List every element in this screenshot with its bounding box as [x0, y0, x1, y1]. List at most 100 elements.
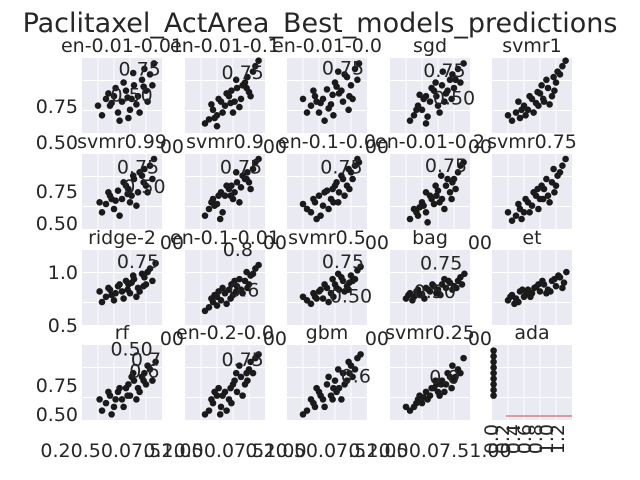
data-point	[237, 373, 245, 381]
y-tick-label: 1.0	[48, 262, 78, 284]
panel-15: et	[492, 227, 572, 325]
data-point	[231, 377, 238, 384]
data-point	[439, 68, 447, 75]
data-point	[518, 215, 525, 223]
data-point	[110, 92, 118, 100]
data-point	[325, 298, 332, 306]
data-point	[136, 388, 143, 396]
data-point	[303, 205, 311, 213]
data-point	[232, 369, 240, 377]
x-tick-label-partial: 00	[160, 136, 184, 158]
data-point	[255, 57, 262, 65]
x-tick-label-partial: 00	[365, 136, 389, 158]
data-point	[453, 284, 460, 292]
data-point	[249, 68, 257, 75]
data-point	[562, 57, 569, 65]
data-point	[424, 113, 431, 120]
data-point	[457, 79, 464, 86]
data-point	[247, 92, 254, 100]
data-point	[124, 190, 131, 198]
data-point	[96, 396, 103, 403]
data-point	[227, 192, 234, 199]
data-point	[128, 279, 135, 286]
data-point	[237, 95, 245, 103]
inset-tick-label: 0.75	[320, 157, 362, 179]
data-point	[522, 195, 529, 203]
data-point	[208, 101, 215, 108]
panel-title: svmr0.75	[487, 131, 577, 153]
panel-19: 0.0 svmr0.25 0.20.50.07.51.00	[348, 322, 511, 462]
data-point	[140, 282, 147, 290]
data-point	[219, 284, 226, 292]
data-point	[233, 84, 241, 92]
panel-18: 0.6 gbm 0.20.50.07.51.00	[245, 322, 408, 462]
data-point	[416, 392, 423, 399]
panel-background	[492, 345, 572, 420]
data-point	[452, 185, 459, 193]
data-point	[448, 195, 455, 203]
data-point	[219, 392, 226, 399]
panel-title: ada	[514, 322, 549, 344]
data-point	[446, 189, 454, 196]
data-point	[311, 92, 319, 100]
ada-x-tick-label: 1.0	[536, 424, 558, 454]
data-point	[129, 172, 137, 179]
inset-tick-label: 0.75	[221, 62, 263, 84]
data-point	[213, 122, 221, 130]
data-point	[144, 268, 151, 276]
data-point	[325, 205, 332, 213]
data-point	[550, 165, 557, 173]
data-point	[528, 202, 536, 209]
inset-tick-label: 0.50	[110, 339, 152, 361]
data-point	[552, 79, 560, 86]
data-point	[413, 106, 420, 114]
data-point	[437, 381, 445, 388]
data-point	[434, 102, 442, 110]
data-point	[461, 270, 468, 278]
data-point	[490, 364, 497, 371]
data-point	[247, 185, 254, 193]
data-point	[334, 366, 342, 373]
data-point	[102, 200, 110, 208]
data-point	[438, 81, 446, 89]
data-point	[418, 399, 426, 407]
data-point	[118, 195, 126, 203]
data-point	[120, 179, 127, 186]
data-point	[144, 98, 151, 105]
x-tick-label-partial: 00	[263, 136, 287, 158]
data-point	[420, 95, 427, 103]
inset-tick-label: 0.50	[433, 88, 475, 110]
data-point	[515, 98, 522, 105]
data-point	[526, 209, 533, 216]
data-point	[460, 354, 467, 362]
data-point	[129, 369, 137, 377]
data-point	[534, 185, 541, 193]
ada-x-tick-label: 0.8	[525, 424, 547, 454]
x-tick-label-partial: 00	[263, 328, 287, 350]
data-point	[329, 185, 336, 193]
data-point	[424, 396, 431, 403]
data-point	[536, 288, 544, 295]
data-point	[227, 99, 234, 107]
data-point	[201, 411, 209, 418]
data-point	[329, 275, 336, 283]
data-point	[432, 79, 439, 86]
data-point	[243, 369, 250, 377]
inset-tick-label: 0.75	[118, 58, 160, 80]
data-point	[244, 284, 251, 292]
data-point	[319, 295, 327, 302]
data-point	[422, 209, 430, 216]
data-point	[118, 288, 126, 295]
data-point	[317, 286, 324, 294]
data-point	[239, 289, 246, 297]
data-point	[345, 165, 352, 173]
data-point	[508, 217, 516, 224]
data-point	[205, 205, 213, 213]
inset-tick-label: 0.75	[220, 157, 262, 179]
data-point	[102, 293, 110, 301]
data-point	[228, 87, 235, 95]
